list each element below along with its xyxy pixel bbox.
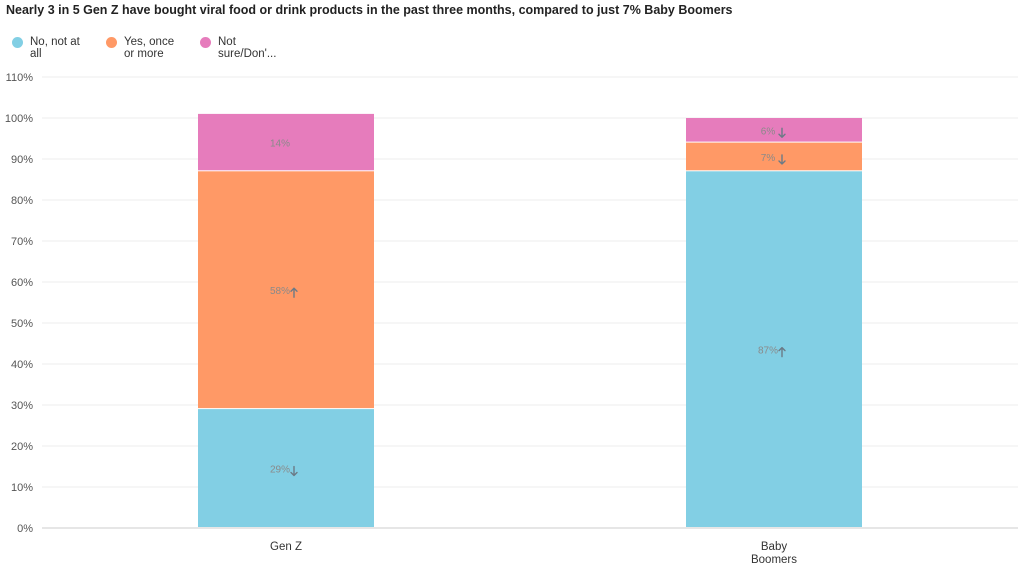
arrow-down-icon bbox=[778, 154, 786, 165]
legend-label-yes-line-2: or more bbox=[124, 48, 164, 60]
legend-label-not-sure-line-1: Not bbox=[218, 36, 236, 48]
y-tick-label: 10% bbox=[11, 482, 33, 494]
chart-title: Nearly 3 in 5 Gen Z have bought viral fo… bbox=[6, 3, 733, 17]
data-label: 29% bbox=[270, 465, 290, 476]
y-tick-label: 40% bbox=[11, 359, 33, 371]
arrow-down-icon bbox=[778, 127, 786, 138]
bar-segment bbox=[686, 171, 862, 528]
y-tick-label: 0% bbox=[17, 523, 33, 535]
legend-label-not-sure-line-2: sure/Don'... bbox=[218, 48, 277, 60]
y-tick-label: 110% bbox=[6, 72, 34, 84]
data-label: 7% bbox=[761, 153, 776, 164]
arrow-down-icon bbox=[290, 465, 298, 477]
data-label: 6% bbox=[761, 126, 776, 137]
data-label: 58% bbox=[270, 286, 290, 297]
y-tick-label: 70% bbox=[11, 236, 33, 248]
y-tick-label: 20% bbox=[11, 441, 33, 453]
bar-segment bbox=[686, 118, 862, 142]
arrow-up-icon bbox=[290, 287, 298, 298]
y-tick-label: 50% bbox=[11, 318, 33, 330]
legend-label-yes: Yes, once or more bbox=[124, 36, 194, 60]
y-tick-label: 100% bbox=[5, 113, 33, 125]
legend-swatch-yes bbox=[106, 37, 117, 48]
data-label: 14% bbox=[270, 139, 290, 150]
bar-segment bbox=[198, 409, 374, 527]
bar-segment bbox=[198, 113, 374, 171]
bar-segment bbox=[198, 171, 374, 409]
y-tick-label: 60% bbox=[11, 277, 33, 289]
legend-swatch-no bbox=[12, 37, 23, 48]
y-tick-label: 30% bbox=[11, 400, 33, 412]
legend-label-no: No, not at all bbox=[30, 36, 100, 60]
legend-label-yes-line-1: Yes, once bbox=[124, 36, 175, 48]
legend-label-no-line-2: all bbox=[30, 48, 42, 60]
bar-segment bbox=[686, 142, 862, 171]
arrow-up-icon bbox=[778, 346, 786, 358]
x-category-label: Boomers bbox=[751, 554, 797, 566]
legend-label-not-sure: Not sure/Don'... bbox=[218, 36, 288, 60]
y-tick-label: 80% bbox=[11, 195, 33, 207]
y-tick-label: 90% bbox=[11, 154, 33, 166]
x-category-label: Baby bbox=[761, 541, 787, 553]
legend-swatch-not-sure bbox=[200, 37, 211, 48]
legend-label-no-line-1: No, not at bbox=[30, 36, 80, 48]
data-label: 87% bbox=[758, 346, 778, 357]
x-category-label: Gen Z bbox=[270, 541, 302, 553]
